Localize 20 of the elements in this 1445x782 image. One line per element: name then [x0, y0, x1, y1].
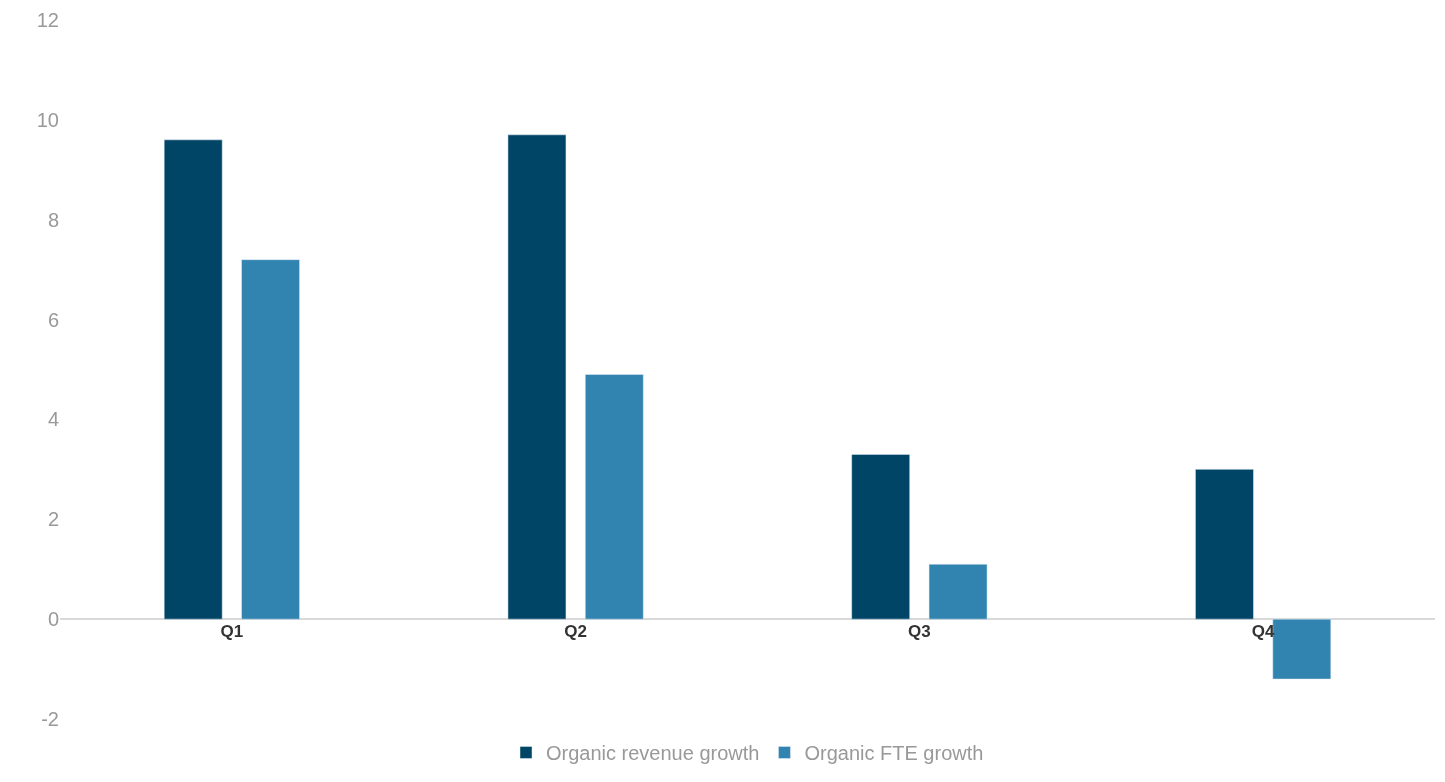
y-tick-label: 10: [36, 108, 59, 131]
bar: [163, 139, 223, 620]
x-tick-label: Q2: [564, 622, 587, 642]
y-tick-label: 0: [47, 608, 59, 631]
legend-label: Organic FTE growth: [804, 742, 984, 765]
y-tick-label: 6: [47, 308, 59, 331]
bar: [1195, 469, 1254, 620]
bar: [928, 563, 988, 620]
x-tick-label: Q3: [908, 622, 931, 642]
bar: [585, 374, 644, 620]
bar: [851, 454, 910, 620]
y-tick-label: 8: [47, 208, 59, 231]
y-tick-label: 12: [36, 9, 59, 31]
bar: [507, 134, 567, 620]
bar: [241, 259, 300, 620]
y-tick-label: 2: [47, 508, 59, 531]
x-tick-label: Q1: [220, 622, 244, 642]
legend-label: Organic revenue growth: [546, 742, 760, 765]
y-tick-label: -2: [41, 708, 59, 730]
y-tick-label: 4: [47, 408, 59, 431]
